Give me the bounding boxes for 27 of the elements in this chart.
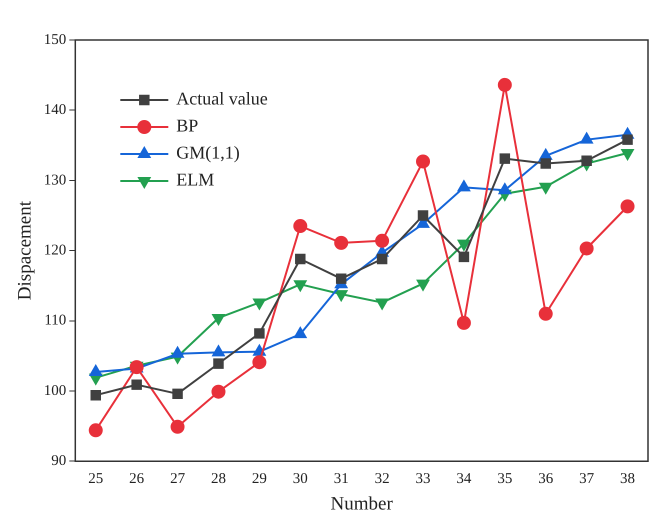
- x-axis-title: Number: [330, 494, 394, 515]
- x-tick-label: 35: [497, 471, 512, 488]
- y-tick-label: 120: [44, 242, 66, 259]
- x-tick-label: 30: [292, 471, 308, 488]
- x-tick-label: 32: [374, 471, 390, 488]
- x-tick-label: 36: [538, 471, 554, 488]
- x-tick-label: 26: [129, 471, 145, 488]
- legend-label: BP: [176, 116, 198, 136]
- legend-label: GM(1,1): [176, 142, 240, 163]
- y-tick-label: 150: [44, 32, 66, 48]
- x-tick-label: 37: [579, 471, 595, 488]
- x-tick-label: 27: [170, 471, 186, 488]
- y-tick-label: 130: [44, 172, 66, 188]
- x-tick-label: 34: [456, 471, 472, 488]
- x-tick-label: 33: [416, 471, 431, 488]
- x-tick-label: 38: [620, 471, 636, 488]
- legend-label: ELM: [176, 170, 214, 190]
- y-axis-title: Dispacement: [14, 200, 36, 300]
- y-tick-label: 100: [44, 382, 66, 399]
- y-tick-label: 140: [44, 102, 66, 118]
- x-tick-label: 28: [210, 471, 226, 488]
- x-tick-label: 25: [88, 471, 104, 488]
- y-tick-label: 110: [44, 312, 66, 329]
- y-tick-label: 90: [51, 453, 66, 470]
- x-tick-label: 29: [252, 471, 267, 488]
- legend-label: Actual value: [176, 88, 268, 109]
- x-tick-label: 31: [334, 471, 349, 488]
